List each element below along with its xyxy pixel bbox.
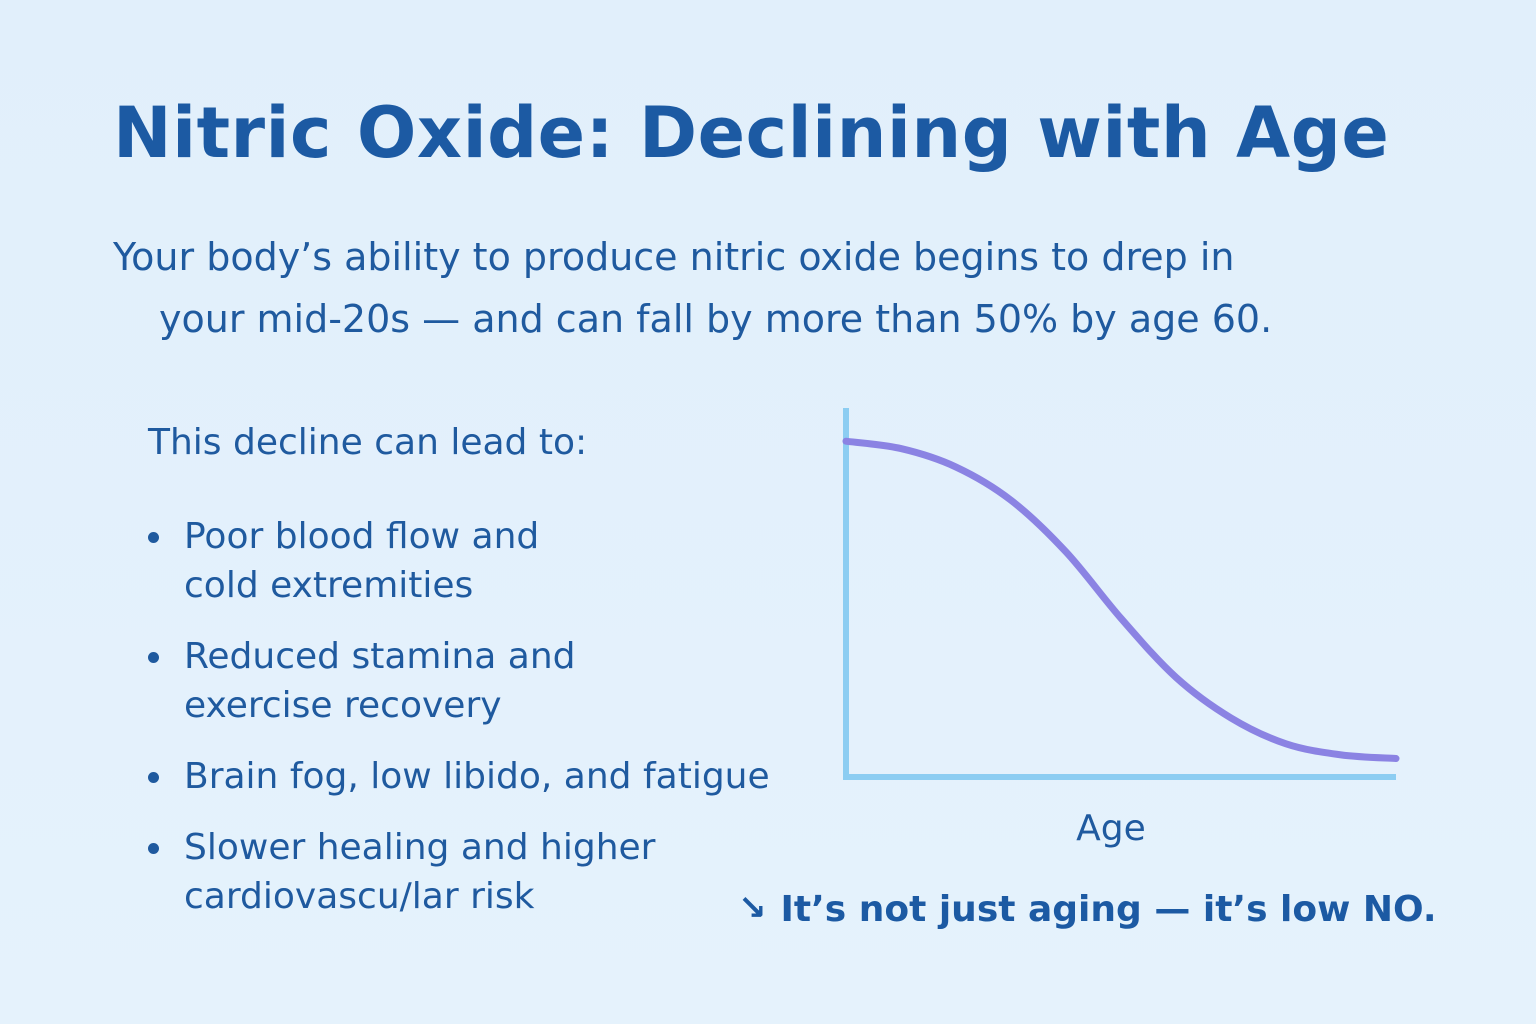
bullet-dot-icon [148, 532, 159, 543]
list-item-text: Slower healing and higher cardiovascu/la… [184, 823, 828, 921]
x-axis-label: Age [1076, 808, 1146, 849]
list-item-line: Slower healing and higher [184, 827, 656, 868]
bullet-dot-icon [148, 843, 159, 854]
list-item: Poor blood flow and cold extremities [148, 512, 828, 610]
list-item-line: Poor blood flow and [184, 516, 540, 557]
series-layer [842, 437, 1400, 763]
list-heading: This decline can lead to: [148, 422, 588, 463]
page-title: Nitric Oxide: Declining with Age [113, 92, 1390, 174]
list-item: Brain fog, low libido, and fatigue [148, 752, 828, 801]
list-item-line: Reduced stamina and [184, 636, 576, 677]
bullet-dot-icon [148, 652, 159, 663]
list-item: Slower healing and higher cardiovascu/la… [148, 823, 828, 921]
list-item-text: Brain fog, low libido, and fatigue [184, 752, 828, 801]
list-item-text: Poor blood flow and cold extremities [184, 512, 828, 610]
list-item-line: cardiovascu/lar risk [184, 876, 535, 917]
list-item-text: Reduced stamina and exercise recovery [184, 632, 828, 730]
intro-line-2: your mid-20s — and can fall by more than… [159, 297, 1273, 341]
trend-down-arrow-icon: ↘ [738, 888, 767, 928]
effects-list: Poor blood flow and cold extremities Red… [148, 512, 828, 943]
tagline: ↘ It’s not just aging — it’s low NO. [738, 888, 1437, 930]
list-item: Reduced stamina and exercise recovery [148, 632, 828, 730]
intro-line-1: Your body’s ability to produce nitric ox… [113, 235, 1235, 279]
intro-paragraph: Your body’s ability to produce nitric ox… [113, 226, 1413, 350]
list-item-line: Brain fog, low libido, and fatigue [184, 756, 770, 797]
list-item-line: exercise recovery [184, 685, 502, 726]
tagline-text: It’s not just aging — it’s low NO. [780, 889, 1437, 930]
series-line [842, 437, 1400, 763]
list-item-line: cold extremities [184, 565, 474, 606]
bullet-dot-icon [148, 772, 159, 783]
